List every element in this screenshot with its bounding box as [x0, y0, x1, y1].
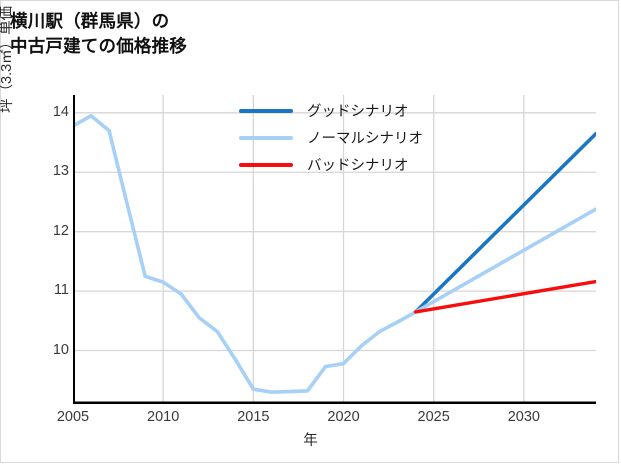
series-line	[413, 279, 596, 314]
y-axis-label: 坪（3.3㎡）単価（万円）	[0, 0, 15, 113]
x-tick-label: 2025	[417, 409, 450, 425]
y-tick-label: 14	[52, 103, 69, 120]
x-tick-label: 2020	[327, 409, 360, 425]
page-title: 横川駅（群馬県）の 中古戸建ての価格推移	[10, 11, 187, 56]
x-tick-label: 2030	[507, 409, 540, 425]
x-tick-label: 2010	[147, 409, 180, 425]
data-series-layer	[73, 113, 596, 394]
series-line	[413, 207, 596, 314]
y-axis-ticks: 10 11 12 13 14	[25, 95, 69, 404]
legend-item[interactable]: バッドシナリオ	[239, 151, 469, 178]
legend-color-swatch-icon	[239, 162, 293, 167]
x-tick-label: 2015	[237, 409, 270, 425]
legend-item-label: ノーマルシナリオ	[307, 131, 423, 147]
y-tick-label: 12	[52, 222, 69, 239]
line-chart-svg	[73, 95, 596, 404]
legend-color-swatch-icon	[239, 135, 293, 140]
x-axis-label: 年	[303, 433, 318, 449]
x-tick-label: 2005	[56, 409, 90, 425]
plot-area	[73, 95, 596, 404]
series-line	[73, 113, 418, 394]
x-axis-ticks: 2005 2010 2015 2020 2025 2030	[57, 409, 596, 430]
y-tick-label: 13	[52, 163, 69, 180]
legend-item-label: グッドシナリオ	[307, 104, 409, 120]
chart-legend: グッドシナリオ ノーマルシナリオ バッドシナリオ	[239, 97, 469, 178]
y-tick-label: 11	[53, 282, 69, 299]
legend-item-label: バッドシナリオ	[307, 158, 409, 174]
gridlines	[73, 95, 596, 404]
legend-item[interactable]: グッドシナリオ	[239, 97, 469, 124]
series-line	[413, 131, 596, 314]
legend-item[interactable]: ノーマルシナリオ	[239, 124, 469, 151]
legend-color-swatch-icon	[239, 108, 293, 113]
y-tick-label: 10	[52, 341, 69, 358]
